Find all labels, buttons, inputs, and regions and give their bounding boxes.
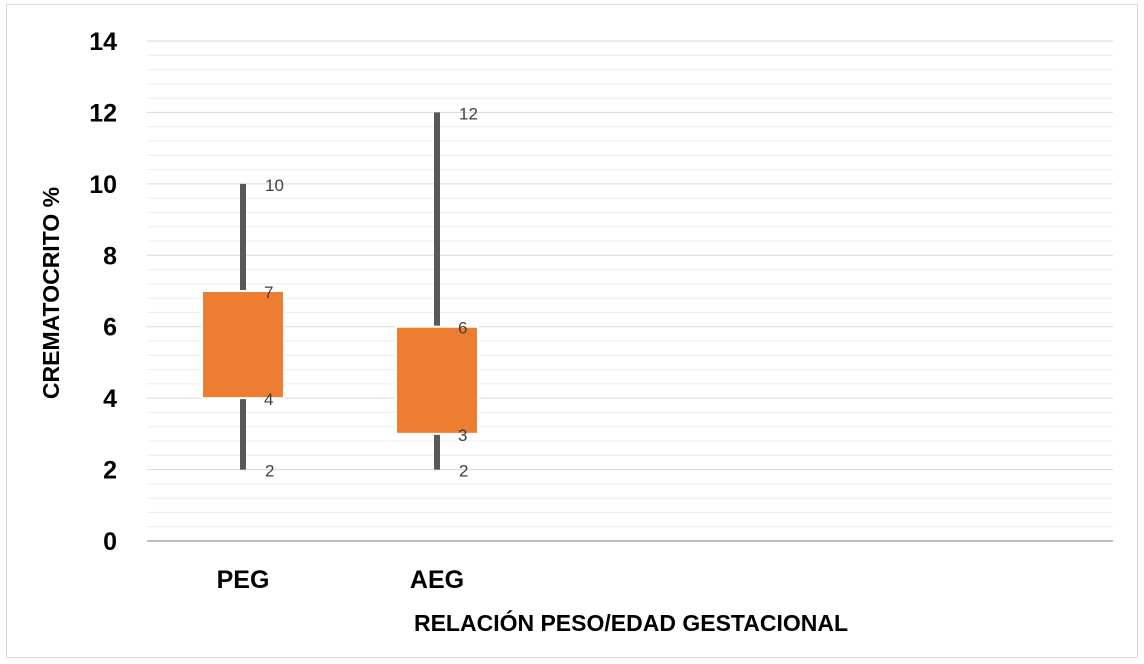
box-body [395,325,479,435]
y-tick-label: 4 [103,385,117,413]
y-tick-label: 0 [103,528,117,556]
data-label-max: 12 [459,104,478,123]
y-axis-title: CREMATOCRITO % [38,187,64,399]
major-gridlines [147,40,1113,542]
data-label-max: 10 [265,176,284,195]
x-tick-label: AEG [410,566,464,594]
y-tick-label: 12 [89,99,117,127]
y-tick-label: 6 [103,314,117,342]
y-axis-tick-labels: 0 2 4 6 8 10 12 14 [89,28,117,556]
x-tick-label: PEG [217,566,270,594]
data-label-q3: 7 [264,283,273,302]
y-tick-label: 8 [103,242,117,270]
y-tick-label: 10 [89,171,117,199]
data-label-q3: 6 [458,319,467,338]
chart-frame: 0 2 4 6 8 10 12 14 10 7 4 2 12 6 3 2 PEG AEG CREMATOCRI… [6,4,1138,658]
box-body [201,290,285,400]
box-plot-series: 10 7 4 2 12 6 3 2 [201,104,479,481]
box-aeg: 12 6 3 2 [395,104,479,481]
y-tick-label: 2 [103,457,117,485]
data-label-min: 2 [265,462,274,481]
data-label-q1: 4 [264,390,273,409]
data-label-q1: 3 [458,426,467,445]
x-axis-title: RELACIÓN PESO/EDAD GESTACIONAL [414,609,848,636]
y-tick-label: 14 [89,28,117,56]
x-axis-category-labels: PEG AEG [217,566,464,594]
data-label-min: 2 [459,462,468,481]
minor-gridlines [147,54,1113,528]
box-plot-chart: 0 2 4 6 8 10 12 14 10 7 4 2 12 6 3 2 PEG AEG CREMATOCRI… [38,28,1113,636]
box-peg: 10 7 4 2 [201,176,285,481]
